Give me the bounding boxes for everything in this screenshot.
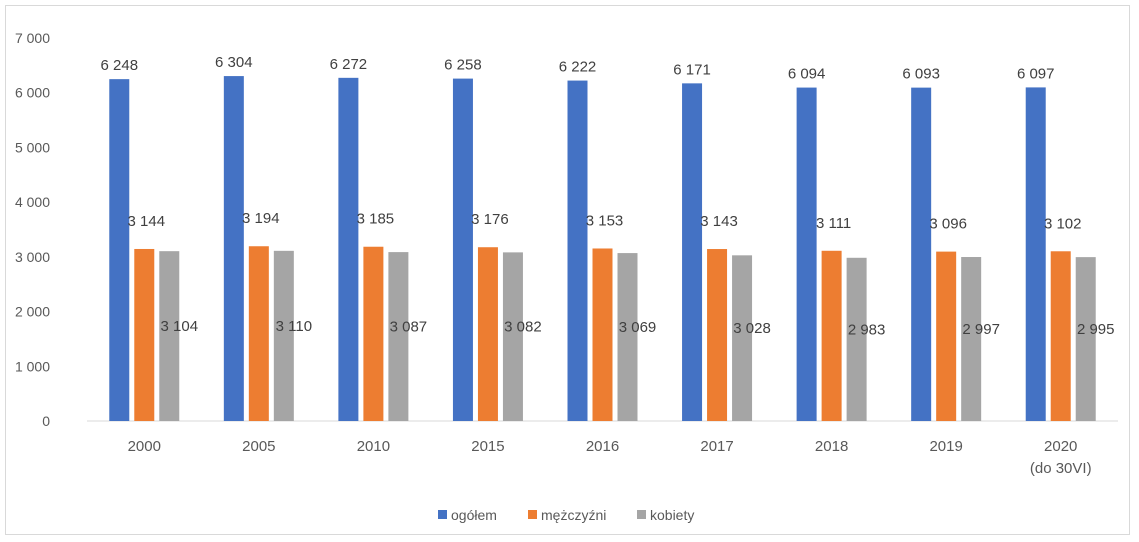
y-tick-label: 3 000 bbox=[15, 249, 50, 265]
data-label: 3 144 bbox=[128, 213, 166, 230]
bar-kobiety-2020 (do 30VI) bbox=[1075, 257, 1096, 421]
bar-ogółem-2019 bbox=[911, 87, 932, 421]
bar-kobiety-2000 bbox=[159, 251, 180, 421]
bar-mężczyźni-2005 bbox=[248, 246, 269, 421]
x-tick-label: 2015 bbox=[471, 438, 504, 455]
data-label: 3 185 bbox=[357, 211, 395, 228]
bar-ogółem-2020 (do 30VI) bbox=[1025, 87, 1046, 422]
data-label: 6 097 bbox=[1017, 65, 1055, 82]
x-tick-label: 2005 bbox=[242, 438, 275, 455]
data-label: 6 171 bbox=[673, 61, 711, 78]
bar-kobiety-2017 bbox=[732, 255, 753, 421]
y-tick-label: 1 000 bbox=[15, 358, 50, 374]
data-label: 3 069 bbox=[619, 319, 657, 336]
bar-mężczyźni-2016 bbox=[592, 248, 613, 421]
data-label: 3 082 bbox=[504, 319, 542, 336]
bar-ogółem-2005 bbox=[223, 76, 244, 421]
data-label: 3 102 bbox=[1044, 215, 1082, 232]
x-tick-label: 2017 bbox=[700, 438, 733, 455]
data-label: 3 028 bbox=[733, 320, 771, 337]
y-tick-label: 7 000 bbox=[15, 30, 50, 46]
data-label: 6 248 bbox=[101, 57, 139, 74]
bar-kobiety-2010 bbox=[388, 252, 409, 421]
x-tick-label: 2016 bbox=[586, 438, 619, 455]
legend-swatch-kobiety bbox=[637, 510, 646, 519]
data-label: 2 997 bbox=[962, 321, 1000, 338]
legend-label: kobiety bbox=[650, 507, 694, 523]
bar-kobiety-2019 bbox=[961, 257, 982, 421]
data-label: 6 258 bbox=[444, 57, 482, 74]
data-label: 3 087 bbox=[390, 319, 428, 336]
data-label: 3 153 bbox=[586, 212, 624, 229]
data-label: 3 143 bbox=[700, 213, 738, 230]
x-tick-label: 2020 (do 30VI) bbox=[1030, 438, 1092, 477]
bar-mężczyźni-2020 (do 30VI) bbox=[1050, 251, 1071, 421]
data-label: 3 110 bbox=[276, 318, 312, 335]
bar-mężczyźni-2018 bbox=[821, 250, 842, 421]
bar-ogółem-2017 bbox=[682, 83, 703, 421]
data-label: 6 093 bbox=[902, 66, 940, 83]
bar-ogółem-2010 bbox=[338, 77, 359, 421]
bar-kobiety-2016 bbox=[617, 253, 638, 421]
legend-label: ogółem bbox=[451, 507, 497, 523]
bar-kobiety-2015 bbox=[502, 252, 523, 421]
bar-mężczyźni-2010 bbox=[363, 246, 384, 421]
data-label: 3 096 bbox=[929, 216, 967, 233]
data-label: 3 104 bbox=[161, 318, 199, 335]
legend-swatch-ogółem bbox=[438, 510, 447, 519]
legend-swatch-mężczyźni bbox=[528, 510, 537, 519]
y-tick-label: 6 000 bbox=[15, 85, 50, 101]
y-tick-label: 2 000 bbox=[15, 304, 50, 320]
bar-ogółem-2018 bbox=[796, 87, 817, 422]
y-tick-label: 5 000 bbox=[15, 139, 50, 155]
bar-mężczyźni-2017 bbox=[707, 249, 728, 421]
bar-mężczyźni-2015 bbox=[477, 247, 498, 421]
data-label: 3 111 bbox=[816, 215, 851, 232]
bar-ogółem-2016 bbox=[567, 80, 588, 421]
data-label: 3 176 bbox=[471, 211, 509, 228]
x-tick-label: 2019 bbox=[929, 438, 962, 455]
bar-ogółem-2015 bbox=[452, 78, 473, 422]
bar-mężczyźni-2000 bbox=[134, 248, 155, 421]
y-tick-label: 0 bbox=[42, 413, 50, 429]
data-label: 2 995 bbox=[1077, 321, 1115, 338]
bar-kobiety-2018 bbox=[846, 257, 867, 421]
legend-label: mężczyźni bbox=[541, 507, 606, 523]
x-tick-label: 2018 bbox=[815, 438, 848, 455]
data-label: 2 983 bbox=[848, 321, 886, 338]
data-label: 6 222 bbox=[559, 59, 597, 76]
data-label: 3 194 bbox=[242, 210, 280, 227]
y-tick-label: 4 000 bbox=[15, 194, 50, 210]
x-tick-label: 2010 bbox=[357, 438, 390, 455]
bar-ogółem-2000 bbox=[109, 79, 130, 421]
bar-mężczyźni-2019 bbox=[936, 251, 957, 421]
data-label: 6 094 bbox=[788, 66, 826, 83]
data-label: 6 272 bbox=[330, 56, 368, 73]
bar-kobiety-2005 bbox=[273, 250, 294, 421]
x-tick-label: 2000 bbox=[128, 438, 161, 455]
data-label: 6 304 bbox=[215, 54, 253, 71]
